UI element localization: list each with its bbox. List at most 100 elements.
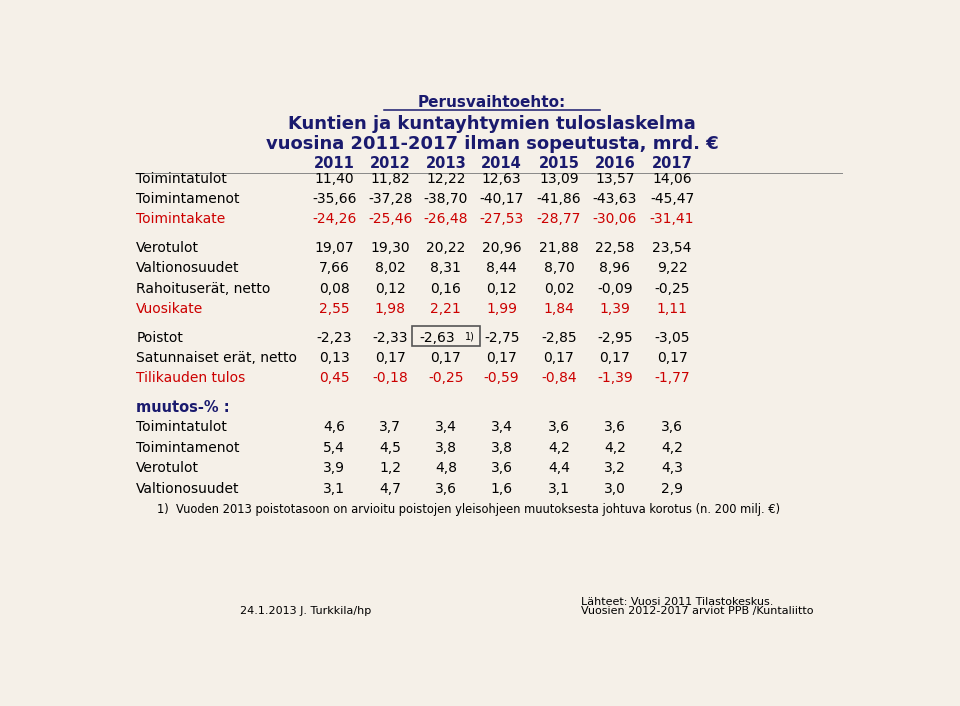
Text: 0,13: 0,13 bbox=[319, 351, 349, 365]
Text: 3,8: 3,8 bbox=[435, 441, 457, 455]
Text: 4,2: 4,2 bbox=[661, 441, 683, 455]
Text: 4,3: 4,3 bbox=[661, 461, 683, 475]
Text: 8,70: 8,70 bbox=[543, 261, 574, 275]
Text: Toimintamenot: Toimintamenot bbox=[136, 192, 240, 206]
Text: Perusvaihtoehto:: Perusvaihtoehto: bbox=[418, 95, 566, 109]
Text: 4,4: 4,4 bbox=[548, 461, 570, 475]
Text: -26,48: -26,48 bbox=[423, 213, 468, 227]
Text: -43,63: -43,63 bbox=[592, 192, 636, 206]
Text: 0,17: 0,17 bbox=[374, 351, 405, 365]
Text: Satunnaiset erät, netto: Satunnaiset erät, netto bbox=[136, 351, 298, 365]
Text: -28,77: -28,77 bbox=[537, 213, 581, 227]
Text: 13,57: 13,57 bbox=[595, 172, 635, 186]
Text: 8,44: 8,44 bbox=[487, 261, 517, 275]
Text: 0,12: 0,12 bbox=[374, 282, 405, 296]
Text: 2012: 2012 bbox=[370, 157, 411, 172]
Text: Valtionosuudet: Valtionosuudet bbox=[136, 481, 240, 496]
Text: 24.1.2013 J. Turkkila/hp: 24.1.2013 J. Turkkila/hp bbox=[240, 606, 372, 616]
Text: 3,9: 3,9 bbox=[324, 461, 346, 475]
Text: 3,6: 3,6 bbox=[604, 420, 626, 434]
Text: 12,63: 12,63 bbox=[482, 172, 521, 186]
Text: Kuntien ja kuntayhtymien tuloslaskelma: Kuntien ja kuntayhtymien tuloslaskelma bbox=[288, 115, 696, 133]
Text: 4,8: 4,8 bbox=[435, 461, 457, 475]
Text: 23,54: 23,54 bbox=[653, 241, 692, 255]
Text: -30,06: -30,06 bbox=[592, 213, 636, 227]
Text: 2014: 2014 bbox=[481, 157, 522, 172]
Text: 3,2: 3,2 bbox=[604, 461, 626, 475]
Text: 3,1: 3,1 bbox=[548, 481, 570, 496]
Text: 7,66: 7,66 bbox=[319, 261, 349, 275]
Text: 8,02: 8,02 bbox=[374, 261, 405, 275]
Text: -45,47: -45,47 bbox=[650, 192, 694, 206]
Text: -1,77: -1,77 bbox=[654, 371, 690, 385]
Text: 5,4: 5,4 bbox=[324, 441, 346, 455]
Text: -2,95: -2,95 bbox=[597, 330, 633, 345]
Text: Toimintatulot: Toimintatulot bbox=[136, 420, 228, 434]
Text: 3,0: 3,0 bbox=[604, 481, 626, 496]
Text: -0,09: -0,09 bbox=[597, 282, 633, 296]
Text: muutos-% :: muutos-% : bbox=[136, 400, 230, 415]
Text: 0,12: 0,12 bbox=[487, 282, 517, 296]
Text: 11,40: 11,40 bbox=[315, 172, 354, 186]
Text: -31,41: -31,41 bbox=[650, 213, 694, 227]
Text: 0,17: 0,17 bbox=[430, 351, 461, 365]
Text: -38,70: -38,70 bbox=[423, 192, 468, 206]
Text: -1,39: -1,39 bbox=[597, 371, 633, 385]
Text: -25,46: -25,46 bbox=[368, 213, 412, 227]
Text: 1,98: 1,98 bbox=[374, 302, 405, 316]
Text: -0,18: -0,18 bbox=[372, 371, 408, 385]
Text: 4,5: 4,5 bbox=[379, 441, 401, 455]
Text: Verotulot: Verotulot bbox=[136, 461, 200, 475]
Text: 3,6: 3,6 bbox=[435, 481, 457, 496]
Text: 22,58: 22,58 bbox=[595, 241, 635, 255]
Text: -40,17: -40,17 bbox=[479, 192, 524, 206]
Text: 0,17: 0,17 bbox=[599, 351, 630, 365]
Text: 1,11: 1,11 bbox=[657, 302, 687, 316]
Text: 3,7: 3,7 bbox=[379, 420, 401, 434]
Text: 2015: 2015 bbox=[539, 157, 580, 172]
Text: Toimintatulot: Toimintatulot bbox=[136, 172, 228, 186]
Text: -2,85: -2,85 bbox=[541, 330, 577, 345]
Text: 8,31: 8,31 bbox=[430, 261, 462, 275]
Text: 2017: 2017 bbox=[652, 157, 692, 172]
Text: 1,2: 1,2 bbox=[379, 461, 401, 475]
Text: 4,6: 4,6 bbox=[324, 420, 346, 434]
Text: 3,4: 3,4 bbox=[491, 420, 513, 434]
Text: -0,25: -0,25 bbox=[655, 282, 690, 296]
Text: -37,28: -37,28 bbox=[368, 192, 412, 206]
Text: Tilikauden tulos: Tilikauden tulos bbox=[136, 371, 246, 385]
Text: 4,2: 4,2 bbox=[548, 441, 570, 455]
Text: 4,7: 4,7 bbox=[379, 481, 401, 496]
Text: Valtionosuudet: Valtionosuudet bbox=[136, 261, 240, 275]
Text: 9,22: 9,22 bbox=[657, 261, 687, 275]
Text: 1)  Vuoden 2013 poistotasoon on arvioitu poistojen yleisohjeen muutoksesta johtu: 1) Vuoden 2013 poistotasoon on arvioitu … bbox=[157, 503, 780, 516]
Text: -2,23: -2,23 bbox=[317, 330, 352, 345]
Text: 11,82: 11,82 bbox=[371, 172, 410, 186]
Text: 0,17: 0,17 bbox=[487, 351, 517, 365]
Text: 12,22: 12,22 bbox=[426, 172, 466, 186]
Text: 20,96: 20,96 bbox=[482, 241, 521, 255]
Text: 21,88: 21,88 bbox=[540, 241, 579, 255]
Text: 19,30: 19,30 bbox=[371, 241, 410, 255]
Text: 1,39: 1,39 bbox=[599, 302, 630, 316]
Text: -41,86: -41,86 bbox=[537, 192, 581, 206]
Text: 13,09: 13,09 bbox=[540, 172, 579, 186]
Text: 2013: 2013 bbox=[425, 157, 467, 172]
Text: Vuosien 2012-2017 arviot PPB /Kuntaliitto: Vuosien 2012-2017 arviot PPB /Kuntaliitt… bbox=[581, 606, 814, 616]
Text: Verotulot: Verotulot bbox=[136, 241, 200, 255]
Text: 4,2: 4,2 bbox=[604, 441, 626, 455]
Text: 0,08: 0,08 bbox=[319, 282, 349, 296]
Text: -0,84: -0,84 bbox=[541, 371, 577, 385]
Text: Toimintakate: Toimintakate bbox=[136, 213, 226, 227]
Text: 2,21: 2,21 bbox=[430, 302, 461, 316]
Text: 3,8: 3,8 bbox=[491, 441, 513, 455]
Text: 20,22: 20,22 bbox=[426, 241, 466, 255]
Text: 3,1: 3,1 bbox=[324, 481, 346, 496]
Text: Toimintamenot: Toimintamenot bbox=[136, 441, 240, 455]
Text: 0,02: 0,02 bbox=[543, 282, 574, 296]
Text: 2011: 2011 bbox=[314, 157, 354, 172]
Text: 2016: 2016 bbox=[594, 157, 636, 172]
Text: 2,9: 2,9 bbox=[661, 481, 684, 496]
Text: 1): 1) bbox=[465, 331, 474, 341]
Text: -35,66: -35,66 bbox=[312, 192, 356, 206]
